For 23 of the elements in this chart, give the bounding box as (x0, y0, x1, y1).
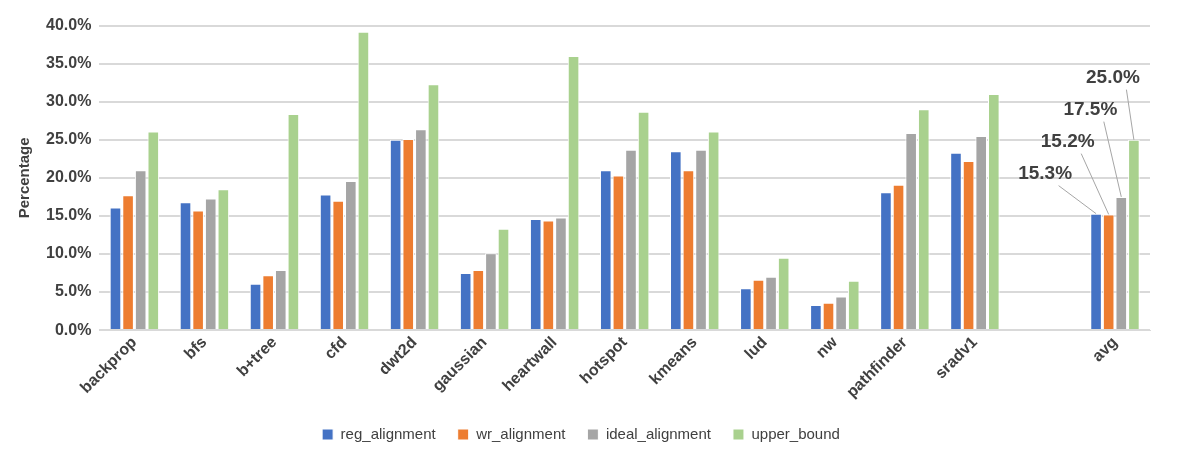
legend-label: wr_alignment (475, 424, 567, 442)
legend-label: upper_bound (751, 424, 840, 442)
data-label: 15.2% (1040, 130, 1095, 152)
y-tick-label: 30.0% (45, 92, 92, 110)
y-axis-title: Percentage (15, 137, 33, 219)
y-tick-label: 20.0% (45, 168, 92, 186)
y-tick-label: 5.0% (54, 282, 92, 300)
y-tick-label: 0.0% (54, 320, 92, 338)
x-tick-label: bfs (180, 333, 210, 363)
data-label: 17.5% (1063, 98, 1118, 120)
y-tick-label: 25.0% (45, 130, 92, 148)
data-label: 25.0% (1086, 66, 1140, 88)
y-tick-label: 35.0% (45, 54, 92, 72)
data-label: 15.3% (1018, 162, 1073, 184)
x-tick-label: nw (812, 332, 841, 361)
y-tick-label: 15.0% (45, 206, 92, 224)
x-tick-label: avg (1088, 333, 1121, 365)
legend-label: reg_alignment (340, 424, 437, 442)
y-tick-label: 40.0% (45, 16, 92, 34)
x-tick-label: lud (741, 333, 771, 363)
x-tick-label: cfd (320, 333, 350, 363)
legend-label: ideal_alignment (605, 424, 712, 442)
y-tick-label: 10.0% (45, 244, 92, 262)
